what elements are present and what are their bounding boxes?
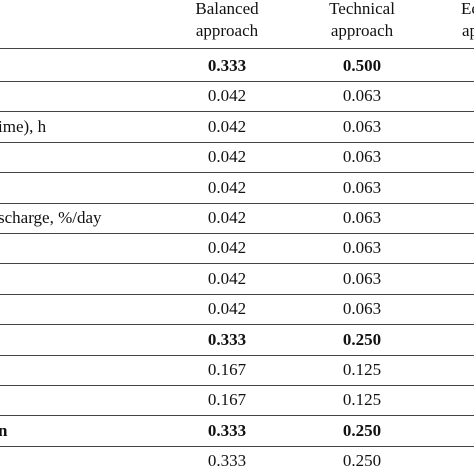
row-rule: [0, 263, 474, 264]
cell-value: 0.250: [342, 329, 382, 349]
cell-value: 0.042: [207, 238, 247, 258]
cell-value: 0.042: [207, 299, 247, 319]
row-rule: [0, 233, 474, 234]
cell-value: 0.063: [342, 147, 382, 167]
row-rule: [0, 294, 474, 295]
column-header: ap: [461, 21, 474, 40]
column-header: approach: [330, 21, 394, 40]
row-rule: [0, 415, 474, 416]
row-rule: [0, 111, 474, 112]
row-rule: [0, 446, 474, 447]
row-rule: [0, 385, 474, 386]
row-label: ime), h: [0, 116, 47, 136]
cell-value: 0.042: [207, 208, 247, 227]
cell-value: 0.063: [342, 299, 382, 319]
cell-value: 0.167: [207, 360, 247, 379]
cell-value: 0.333: [207, 329, 247, 349]
cell-value: 0.063: [342, 116, 382, 136]
cell-value: 0.125: [342, 390, 382, 410]
cell-value: 0.250: [342, 451, 382, 471]
row-rule: [0, 203, 474, 204]
cell-value: 0.063: [342, 208, 382, 227]
cell-value: 0.042: [207, 268, 247, 288]
cell-value: 0.063: [342, 238, 382, 258]
cell-value: 0.500: [342, 56, 382, 75]
column-header: approach: [195, 21, 259, 40]
column-header: Ec: [461, 0, 474, 18]
header-rule: [0, 48, 474, 49]
cell-value: 0.167: [207, 390, 247, 410]
cell-value: 0.063: [342, 177, 382, 197]
cell-value: 0.333: [207, 56, 247, 75]
cell-value: 0.125: [342, 360, 382, 379]
cell-value: 0.042: [207, 116, 247, 136]
row-rule: [0, 324, 474, 325]
cell-value: 0.333: [207, 451, 247, 471]
row-rule: [0, 81, 474, 82]
column-header: Balanced: [195, 0, 259, 18]
row-rule: [0, 172, 474, 173]
cell-value: 0.063: [342, 86, 382, 106]
row-rule: [0, 355, 474, 356]
row-rule: [0, 142, 474, 143]
cell-value: 0.042: [207, 177, 247, 197]
cell-value: 0.042: [207, 147, 247, 167]
cell-value: 0.250: [342, 420, 382, 440]
cell-value: 0.063: [342, 268, 382, 288]
row-label: scharge, %/day: [0, 208, 102, 227]
row-label: n: [0, 420, 8, 440]
column-header: Technical: [329, 0, 395, 18]
cell-value: 0.042: [207, 86, 247, 106]
cell-value: 0.333: [207, 420, 247, 440]
